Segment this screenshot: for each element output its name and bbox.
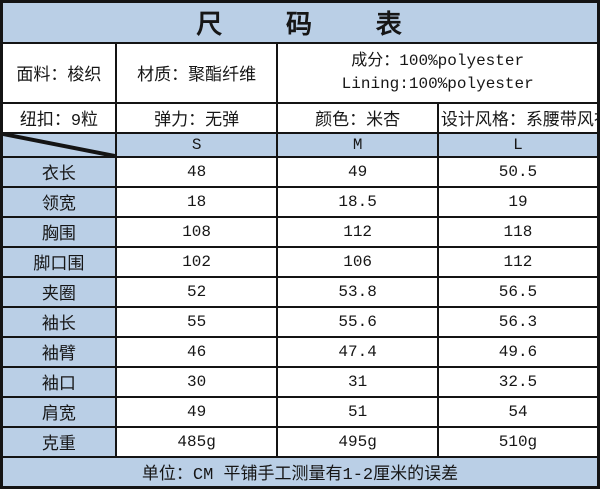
size-column-m: M bbox=[276, 132, 439, 158]
value-s: 46 bbox=[114, 336, 279, 368]
diagonal-header-cell bbox=[0, 132, 117, 158]
table-row: 袖口 30 31 32.5 bbox=[0, 366, 600, 398]
value-l: 19 bbox=[436, 186, 600, 218]
composition-line1: 成分：100%polyester bbox=[351, 51, 525, 70]
value-s: 49 bbox=[114, 396, 279, 428]
row-label: 领宽 bbox=[0, 186, 117, 218]
row-label: 胸围 bbox=[0, 216, 117, 248]
value-m: 112 bbox=[276, 216, 439, 248]
value-s: 55 bbox=[114, 306, 279, 338]
value-m: 47.4 bbox=[276, 336, 439, 368]
table-row: 衣长 48 49 50.5 bbox=[0, 156, 600, 188]
value-s: 30 bbox=[114, 366, 279, 398]
table-row: 肩宽 49 51 54 bbox=[0, 396, 600, 428]
value-m: 106 bbox=[276, 246, 439, 278]
row-label: 脚口围 bbox=[0, 246, 117, 278]
value-m: 53.8 bbox=[276, 276, 439, 308]
value-l: 112 bbox=[436, 246, 600, 278]
composition-cell: 成分：100%polyester Lining:100%polyester bbox=[276, 42, 600, 104]
value-l: 32.5 bbox=[436, 366, 600, 398]
material-cell: 材质：聚酯纤维 bbox=[114, 42, 279, 104]
value-s: 102 bbox=[114, 246, 279, 278]
value-m: 18.5 bbox=[276, 186, 439, 218]
value-m: 51 bbox=[276, 396, 439, 428]
size-column-s: S bbox=[114, 132, 279, 158]
diagonal-line bbox=[3, 134, 115, 156]
value-l: 56.5 bbox=[436, 276, 600, 308]
fabric-cell: 面料：梭织 bbox=[0, 42, 117, 104]
design-style-cell: 设计风格：系腰带风衣 bbox=[436, 102, 600, 134]
value-l: 510g bbox=[436, 426, 600, 458]
elasticity-cell: 弹力：无弹 bbox=[114, 102, 279, 134]
table-row: 袖臂 46 47.4 49.6 bbox=[0, 336, 600, 368]
value-m: 55.6 bbox=[276, 306, 439, 338]
value-m: 495g bbox=[276, 426, 439, 458]
row-label: 袖长 bbox=[0, 306, 117, 338]
row-label: 衣长 bbox=[0, 156, 117, 188]
value-l: 54 bbox=[436, 396, 600, 428]
row-label: 克重 bbox=[0, 426, 117, 458]
buttons-cell: 纽扣：9粒 bbox=[0, 102, 117, 134]
table-row: 袖长 55 55.6 56.3 bbox=[0, 306, 600, 338]
row-label: 袖臂 bbox=[0, 336, 117, 368]
value-s: 48 bbox=[114, 156, 279, 188]
footer-note: 单位：CM 平铺手工测量有1-2厘米的误差 bbox=[0, 456, 600, 489]
value-s: 18 bbox=[114, 186, 279, 218]
value-m: 49 bbox=[276, 156, 439, 188]
row-label: 袖口 bbox=[0, 366, 117, 398]
table-row: 胸围 108 112 118 bbox=[0, 216, 600, 248]
composition-line2: Lining:100%polyester bbox=[341, 75, 534, 93]
table-row: 夹圈 52 53.8 56.5 bbox=[0, 276, 600, 308]
size-column-l: L bbox=[436, 132, 600, 158]
value-l: 56.3 bbox=[436, 306, 600, 338]
row-label: 夹圈 bbox=[0, 276, 117, 308]
table-row: 克重 485g 495g 510g bbox=[0, 426, 600, 458]
value-m: 31 bbox=[276, 366, 439, 398]
value-s: 52 bbox=[114, 276, 279, 308]
row-label: 肩宽 bbox=[0, 396, 117, 428]
color-cell: 颜色：米杏 bbox=[276, 102, 439, 134]
value-s: 108 bbox=[114, 216, 279, 248]
value-l: 118 bbox=[436, 216, 600, 248]
value-s: 485g bbox=[114, 426, 279, 458]
value-l: 50.5 bbox=[436, 156, 600, 188]
table-row: 领宽 18 18.5 19 bbox=[0, 186, 600, 218]
page-title: 尺 码 表 bbox=[0, 0, 600, 44]
value-l: 49.6 bbox=[436, 336, 600, 368]
table-row: 脚口围 102 106 112 bbox=[0, 246, 600, 278]
